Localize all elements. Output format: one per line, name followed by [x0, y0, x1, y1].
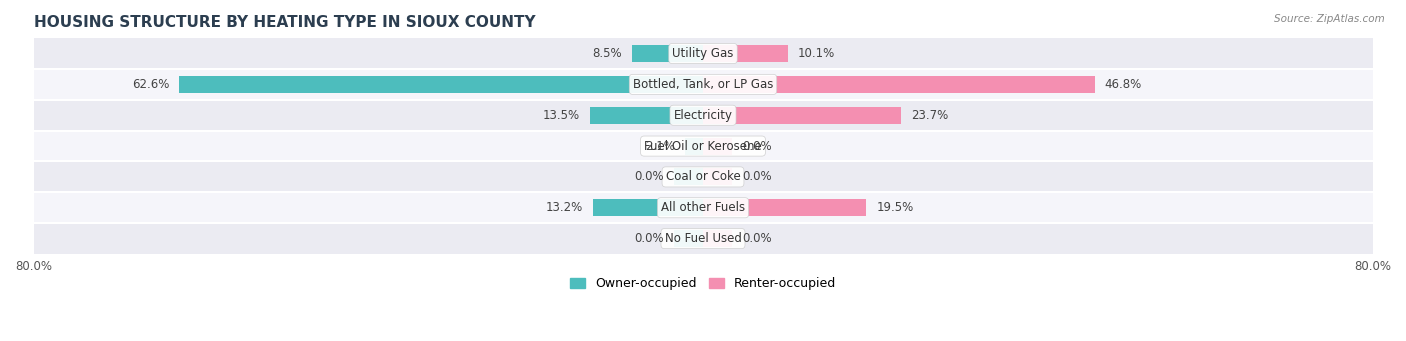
Text: 0.0%: 0.0% — [742, 139, 772, 152]
Bar — [592, 199, 703, 216]
Text: HOUSING STRUCTURE BY HEATING TYPE IN SIOUX COUNTY: HOUSING STRUCTURE BY HEATING TYPE IN SIO… — [34, 15, 536, 30]
Bar — [34, 69, 1372, 100]
Bar — [703, 107, 901, 124]
Text: 62.6%: 62.6% — [132, 78, 169, 91]
Bar — [686, 137, 703, 154]
Text: 0.0%: 0.0% — [742, 170, 772, 183]
Bar — [703, 230, 733, 247]
Text: 10.1%: 10.1% — [797, 47, 835, 60]
Text: Bottled, Tank, or LP Gas: Bottled, Tank, or LP Gas — [633, 78, 773, 91]
Text: Source: ZipAtlas.com: Source: ZipAtlas.com — [1274, 14, 1385, 24]
Text: 0.0%: 0.0% — [742, 232, 772, 245]
Text: 19.5%: 19.5% — [876, 201, 914, 214]
Bar — [631, 45, 703, 62]
Bar — [34, 223, 1372, 254]
Bar — [179, 76, 703, 93]
Text: Fuel Oil or Kerosene: Fuel Oil or Kerosene — [644, 139, 762, 152]
Text: Coal or Coke: Coal or Coke — [665, 170, 741, 183]
Bar — [673, 230, 703, 247]
Bar — [34, 162, 1372, 192]
Text: 23.7%: 23.7% — [911, 109, 949, 122]
Bar — [673, 168, 703, 186]
Bar — [34, 192, 1372, 223]
Bar — [34, 100, 1372, 131]
Text: Electricity: Electricity — [673, 109, 733, 122]
Text: Utility Gas: Utility Gas — [672, 47, 734, 60]
Bar — [34, 131, 1372, 162]
Text: 13.2%: 13.2% — [546, 201, 582, 214]
Bar — [34, 38, 1372, 69]
Text: 8.5%: 8.5% — [592, 47, 621, 60]
Text: 0.0%: 0.0% — [634, 232, 664, 245]
Bar — [591, 107, 703, 124]
Bar — [703, 199, 866, 216]
Text: No Fuel Used: No Fuel Used — [665, 232, 741, 245]
Text: All other Fuels: All other Fuels — [661, 201, 745, 214]
Bar — [703, 137, 733, 154]
Bar — [703, 76, 1095, 93]
Text: 13.5%: 13.5% — [543, 109, 581, 122]
Text: 46.8%: 46.8% — [1105, 78, 1142, 91]
Text: 2.1%: 2.1% — [645, 139, 675, 152]
Text: 0.0%: 0.0% — [634, 170, 664, 183]
Bar — [703, 45, 787, 62]
Legend: Owner-occupied, Renter-occupied: Owner-occupied, Renter-occupied — [565, 272, 841, 295]
Bar — [703, 168, 733, 186]
